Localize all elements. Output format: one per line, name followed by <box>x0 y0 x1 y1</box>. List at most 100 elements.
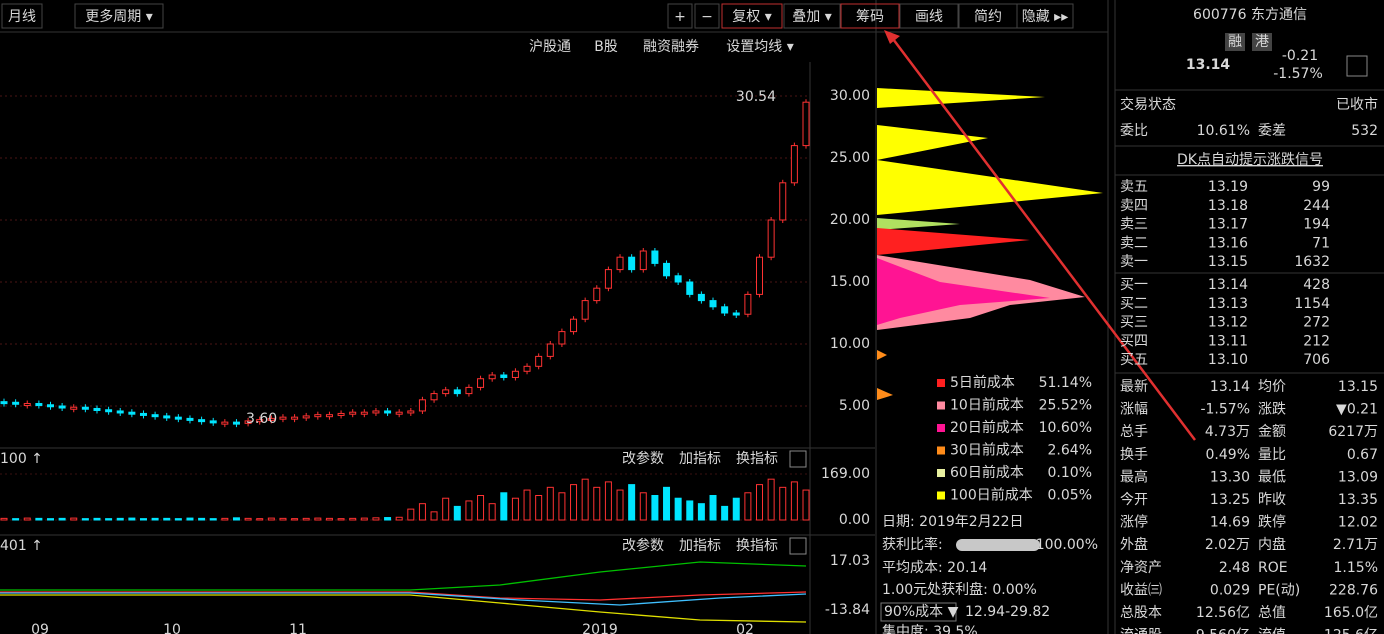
volume-bar <box>558 492 566 521</box>
candle <box>697 293 705 302</box>
candle <box>267 417 275 421</box>
tab-button-label[interactable]: 更多周期 ▾ <box>85 8 152 25</box>
volume-bar <box>535 495 543 521</box>
book-price: 13.19 <box>1208 179 1248 195</box>
volume-bar <box>221 517 229 521</box>
legend-label: 5日前成本 <box>950 374 1015 391</box>
candle <box>756 256 764 295</box>
candle <box>418 399 426 412</box>
toolbar-button-label[interactable]: 隐藏 ▸▸ <box>1022 9 1069 25</box>
panel-button[interactable]: 加指标 <box>679 538 721 554</box>
last-price: 13.14 <box>1186 57 1231 73</box>
volume-bar <box>744 492 752 521</box>
toolbar-button-label[interactable]: 叠加 ▾ <box>792 9 831 25</box>
x-tick-label: 02 <box>736 622 754 634</box>
panel-button[interactable]: 换指标 <box>736 537 778 554</box>
toolbar-button[interactable] <box>899 3 959 29</box>
sub-toolbar-item[interactable]: 沪股通 <box>529 39 571 55</box>
range-select-label[interactable]: 90%成本 ▼ <box>884 604 959 620</box>
toolbar-button[interactable] <box>783 3 841 29</box>
volume-bar <box>709 495 717 521</box>
legend-value: 2.64% <box>1048 443 1092 459</box>
field-value: 10.61% <box>1197 123 1250 139</box>
toolbar-button[interactable] <box>840 3 900 29</box>
stat-label: 昨收 <box>1258 492 1286 508</box>
stat-label: 今开 <box>1120 492 1148 508</box>
candle <box>174 416 182 420</box>
x-tick-label: 10 <box>163 622 181 634</box>
chip-date: 日期: 2019年2月22日 <box>882 514 1024 530</box>
annotation-arrow <box>889 34 1196 441</box>
x-tick-label: 11 <box>289 622 307 634</box>
volume-bar <box>779 486 787 521</box>
candle <box>663 262 671 277</box>
candle <box>35 403 43 407</box>
chip-distribution <box>877 88 1103 400</box>
volume-bar <box>116 517 124 521</box>
signal-link[interactable]: DK点自动提示涨跌信号 <box>1177 152 1323 168</box>
close-button[interactable] <box>789 537 807 555</box>
panel-button[interactable]: 改参数 <box>622 450 664 467</box>
book-volume: 1154 <box>1294 296 1330 312</box>
profit-bar <box>956 539 1040 551</box>
toolbar-button[interactable] <box>1016 3 1074 29</box>
candle <box>337 412 345 416</box>
volume-bar <box>23 517 31 521</box>
stat-label: PE(动) <box>1258 582 1300 598</box>
toolbar-button-label[interactable]: 筹码 <box>856 8 884 25</box>
candle <box>0 401 8 405</box>
sub-toolbar-item[interactable]: B股 <box>594 39 618 55</box>
volume-bar <box>500 492 508 521</box>
candle <box>384 410 392 414</box>
y-tick-label: 15.00 <box>830 274 870 290</box>
stat-value: 9.560亿 <box>1196 628 1250 634</box>
candle <box>46 404 54 408</box>
book-level: 卖一 <box>1120 254 1148 270</box>
tab-button[interactable] <box>1 3 43 29</box>
tab-button-label[interactable]: 月线 <box>8 9 36 25</box>
toolbar-button[interactable] <box>694 3 720 29</box>
book-level: 买三 <box>1120 315 1148 331</box>
book-level: 卖四 <box>1120 198 1148 214</box>
volume-bar <box>163 517 171 521</box>
toolbar-button-label[interactable]: 复权 ▾ <box>732 8 771 25</box>
volume-bar <box>465 500 473 521</box>
candle <box>721 306 729 314</box>
field-label: 交易状态 <box>1120 96 1176 113</box>
legend-swatch <box>937 491 945 500</box>
candle <box>360 411 368 415</box>
panel-button[interactable]: 加指标 <box>679 451 721 467</box>
toolbar-button-label[interactable]: − <box>701 9 713 25</box>
candle <box>628 256 636 271</box>
toolbar-button-label[interactable]: 画线 <box>915 9 943 25</box>
legend-swatch <box>937 446 945 455</box>
tab-button[interactable] <box>74 3 164 29</box>
stat-value: 13.30 <box>1210 469 1250 485</box>
candle <box>686 281 694 295</box>
volume-bar <box>291 518 299 521</box>
legend-value: 0.10% <box>1048 465 1092 481</box>
toolbar-button[interactable] <box>721 3 783 29</box>
sub-toolbar-item[interactable]: 设置均线 ▾ <box>726 39 793 55</box>
add-button[interactable] <box>1346 55 1368 77</box>
y-tick-label: -13.84 <box>825 602 870 618</box>
candle <box>430 393 438 401</box>
panel-button[interactable]: 换指标 <box>736 450 778 467</box>
badge <box>1225 33 1245 51</box>
close-button[interactable] <box>789 450 807 468</box>
toolbar-button-label[interactable]: + <box>674 9 686 25</box>
volume-bar <box>70 517 78 521</box>
indicator-lines <box>0 561 807 623</box>
stat-label: 最高 <box>1120 468 1148 485</box>
volume-bar <box>372 517 380 521</box>
candle <box>128 411 136 415</box>
sub-toolbar-item[interactable]: 融资融券 <box>643 39 699 55</box>
toolbar-button-label[interactable]: 简约 <box>974 8 1002 25</box>
x-tick-label: 2019 <box>582 622 618 634</box>
book-volume: 71 <box>1312 235 1330 251</box>
panel-button[interactable]: 改参数 <box>622 537 664 554</box>
field-label: 委比 <box>1120 123 1148 139</box>
toolbar-button[interactable] <box>667 3 693 29</box>
range-select[interactable] <box>880 602 957 622</box>
